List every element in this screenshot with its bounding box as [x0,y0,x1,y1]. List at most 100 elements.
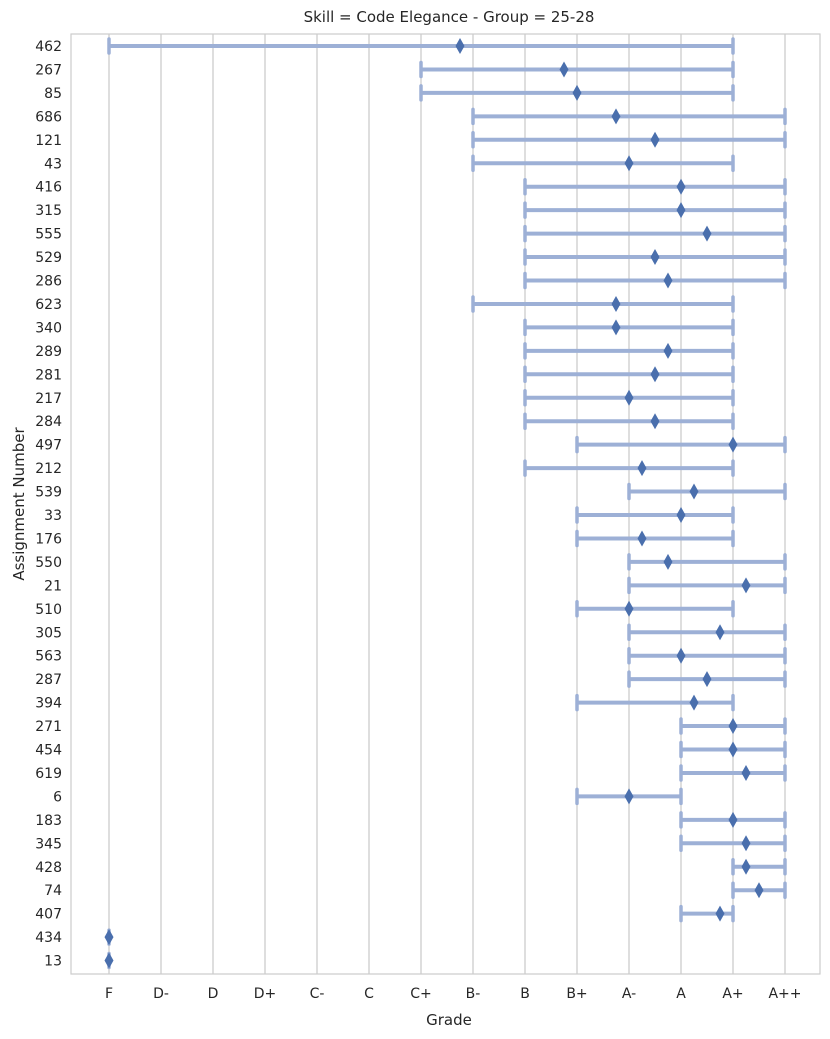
y-tick-label: 454 [35,743,62,759]
y-tick-label: 212 [35,461,62,477]
y-tick-label: 539 [35,485,62,501]
y-tick-label: 217 [35,391,62,407]
y-tick-label: 407 [35,907,62,923]
chart-title: Skill = Code Elegance - Group = 25-28 [304,8,595,26]
mean-marker [676,178,686,195]
y-tick-label: 13 [44,954,62,970]
y-tick-label: 529 [35,250,62,266]
x-axis-title: Grade [426,1011,472,1029]
mean-marker [702,671,712,688]
y-tick-label: 286 [35,274,62,290]
y-tick-label: 428 [35,860,62,876]
y-tick-label: 510 [35,602,62,618]
mean-marker [754,882,764,899]
y-tick-label: 176 [35,531,62,547]
mean-marker [689,483,699,500]
y-tick-label: 74 [44,883,62,899]
mean-marker [741,858,751,875]
y-tick-label: 619 [35,766,62,782]
mean-marker [611,295,621,312]
y-tick-label: 434 [35,930,62,946]
x-tick-label: A [676,986,686,1002]
y-tick-labels: 462 267 85 686 121 43 416 315 555 529 286 623 340 289… [35,39,62,970]
y-tick-label: 21 [44,578,62,594]
mean-marker [728,718,738,735]
x-tick-label: C [364,986,374,1002]
mean-marker [728,811,738,828]
mean-marker [728,436,738,453]
x-tick-label: A+ [722,986,743,1002]
mean-marker [741,835,751,852]
x-tick-label: B+ [566,986,587,1002]
y-tick-label: 43 [44,156,62,172]
x-tick-label: A- [622,986,636,1002]
x-tick-label: C- [310,986,325,1002]
mean-marker [663,553,673,570]
mean-marker [559,61,569,78]
y-tick-label: 462 [35,39,62,55]
marker-layer [104,38,764,969]
y-tick-label: 284 [35,414,62,430]
y-axis-title: Assignment Number [10,426,28,580]
y-tick-label: 340 [35,320,62,336]
y-tick-label: 267 [35,62,62,78]
y-tick-label: 287 [35,672,62,688]
y-tick-label: 394 [35,696,62,712]
mean-marker [715,624,725,641]
x-tick-label: F [105,986,113,1002]
y-tick-label: 686 [35,109,62,125]
mean-marker [650,131,660,148]
x-tick-label: C+ [410,986,432,1002]
y-tick-label: 289 [35,344,62,360]
y-tick-label: 271 [35,719,62,735]
mean-marker [624,155,634,172]
y-tick-label: 555 [35,227,62,243]
y-tick-label: 85 [44,86,62,102]
mean-marker [741,764,751,781]
y-tick-label: 183 [35,813,62,829]
x-tick-label: D- [153,986,169,1002]
mean-marker [676,507,686,523]
y-tick-label: 281 [35,367,62,383]
x-tick-label: A++ [768,986,801,1002]
x-tick-label: D+ [254,986,277,1002]
mean-marker [741,577,751,594]
y-tick-label: 550 [35,555,62,571]
y-tick-label: 563 [35,649,62,665]
y-tick-label: 121 [35,133,62,149]
mean-marker [650,413,660,430]
mean-marker [624,788,634,805]
mean-marker [715,905,725,922]
mean-marker [611,108,621,125]
y-tick-label: 315 [35,203,62,219]
y-tick-label: 416 [35,180,62,196]
y-tick-label: 345 [35,836,62,852]
mean-marker [663,272,673,289]
y-tick-label: 497 [35,438,62,454]
y-tick-label: 33 [44,508,62,524]
x-tick-labels: F D- D D+ C- C C+ B- B B+ A- A A+ A++ [105,986,802,1002]
mean-marker [611,319,621,336]
mean-marker [676,647,686,664]
mean-marker [624,600,634,617]
y-tick-label: 305 [35,625,62,641]
plot-frame [70,33,821,975]
mean-marker [624,389,634,406]
mean-marker [676,202,686,219]
mean-marker [650,366,660,383]
y-tick-label: 6 [53,789,62,805]
x-tick-label: B [520,986,530,1002]
mean-marker [728,741,738,758]
mean-marker [650,249,660,266]
mean-marker [455,38,465,54]
mean-marker [637,530,647,547]
mean-marker [689,694,699,711]
mean-marker [663,342,673,359]
mean-marker [637,460,647,477]
y-tick-label: 623 [35,297,62,313]
x-tick-label: D [208,986,219,1002]
mean-marker [702,225,712,242]
mean-marker [104,929,114,946]
